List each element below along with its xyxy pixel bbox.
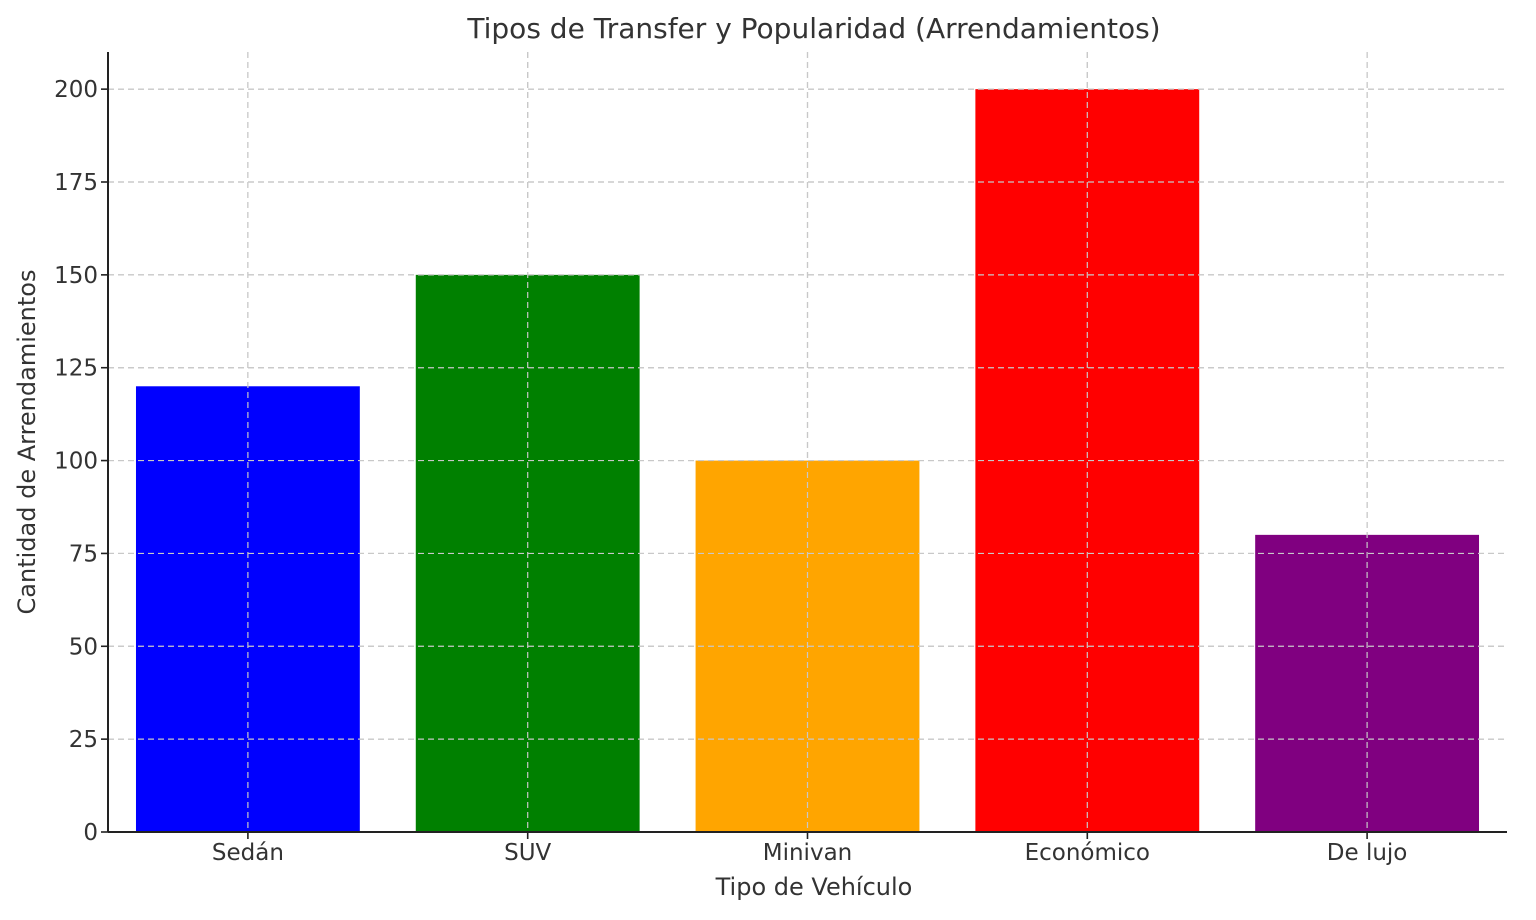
x-tick-label: SUV — [504, 840, 551, 866]
x-tick-label: Minivan — [763, 840, 852, 866]
bars-layer — [108, 52, 1507, 832]
x-tick-label: Sedán — [212, 840, 284, 866]
x-tick-label: De lujo — [1327, 840, 1408, 866]
y-axis-label: Cantidad de Arrendamientos — [13, 270, 41, 615]
y-tick-label: 150 — [54, 263, 98, 289]
y-tick-label: 25 — [69, 727, 98, 753]
y-tick-label: 125 — [54, 356, 98, 382]
y-tick-label: 0 — [83, 820, 98, 846]
y-tick-label: 175 — [54, 170, 98, 196]
ticks-layer: 0 25 50 75 100 125 150 175 200 Sedán SUV Minivan Eco… — [54, 77, 1407, 866]
chart-title: Tipos de Transfer y Popularidad (Arrenda… — [466, 12, 1160, 45]
x-tick-label: Económico — [1025, 840, 1150, 866]
y-tick-label: 100 — [54, 449, 98, 475]
y-tick-label: 75 — [69, 541, 98, 567]
x-axis-label: Tipo de Vehículo — [715, 873, 913, 901]
y-tick-label: 200 — [54, 77, 98, 103]
y-tick-label: 50 — [69, 634, 98, 660]
